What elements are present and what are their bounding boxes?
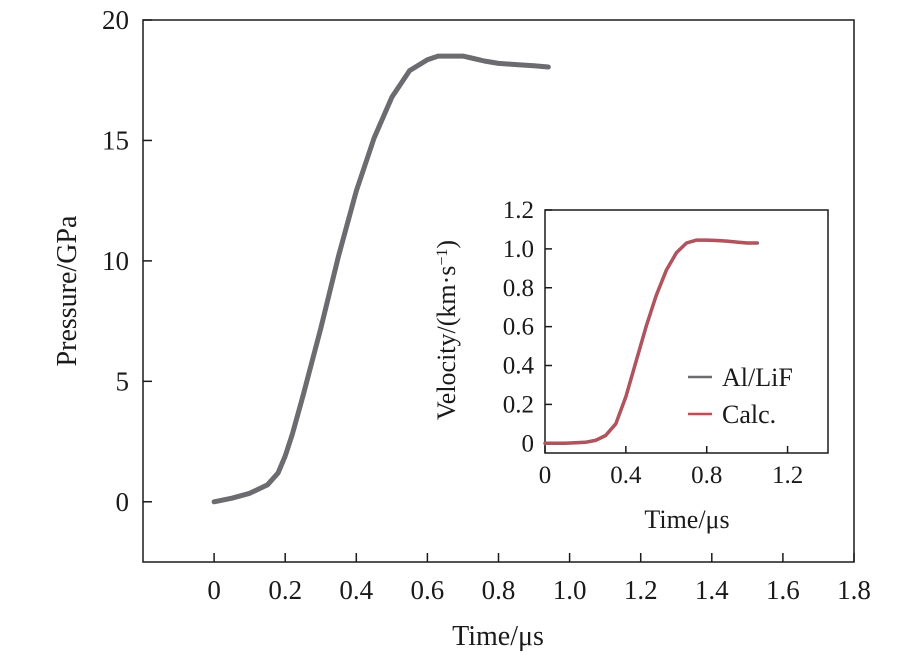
- main-series-pressure: [211, 53, 551, 505]
- main-x-tick-label: 1.0: [553, 575, 587, 605]
- main-x-tick-label: 0: [207, 575, 221, 605]
- main-y-tick-label: 15: [102, 125, 129, 155]
- inset-y-tick-label: 1.2: [503, 197, 534, 224]
- inset-y-axis-label-close: ): [432, 240, 461, 249]
- inset-x-tick-label: 0: [539, 462, 552, 489]
- main-x-tick-label: 0.4: [339, 575, 373, 605]
- inset-y-axis-label-superscript: −1: [434, 249, 451, 266]
- inset-x-axis-label: Time/μs: [644, 505, 729, 534]
- main-y-tick-label: 0: [116, 487, 130, 517]
- main-x-tick-label: 1.2: [624, 575, 658, 605]
- inset-x-tick-label: 0.4: [610, 462, 642, 489]
- main-x-tick-label: 1.8: [837, 575, 871, 605]
- main-ticks: 0 0.2 0.4 0.6 0.8 1.0 1.2 1.4 1.6 1.8 0 5 10 15 20: [102, 5, 871, 605]
- inset-y-tick-label: 0.8: [503, 275, 534, 302]
- legend-label-al-lif: Al/LiF: [722, 363, 793, 392]
- inset-y-axis-label-main: Velocity/(km·s: [432, 266, 461, 421]
- legend-label-calc: Calc.: [722, 400, 776, 429]
- inset-ticks: 0 0.4 0.8 1.2 0 0.2 0.4 0.6 0.8 1.0 1.2: [503, 197, 803, 489]
- main-x-tick-label: 0.6: [411, 575, 445, 605]
- inset-y-tick-label: 0.4: [503, 353, 535, 380]
- main-y-tick-label: 5: [116, 366, 130, 396]
- main-y-tick-label: 10: [102, 246, 129, 276]
- inset-y-tick-label: 1.0: [503, 236, 534, 263]
- main-y-axis-label: Pressure/GPa: [52, 215, 83, 366]
- inset-y-tick-label: 0.2: [503, 391, 534, 418]
- main-x-tick-label: 0.2: [268, 575, 302, 605]
- inset-y-tick-label: 0.6: [503, 314, 534, 341]
- inset-plot-frame: [544, 209, 829, 454]
- main-x-tick-label: 0.8: [482, 575, 516, 605]
- inset-y-axis-label: Velocity/(km·s−1): [432, 240, 461, 420]
- inset-y-tick-label: 0: [522, 430, 535, 457]
- main-x-tick-label: 1.6: [766, 575, 800, 605]
- main-series: [211, 53, 551, 505]
- main-x-tick-label: 1.4: [695, 575, 729, 605]
- main-y-tick-label: 20: [102, 5, 129, 35]
- inset-series: [543, 238, 760, 446]
- inset-x-tick-label: 0.8: [691, 462, 722, 489]
- legend: Al/LiF Calc.: [688, 363, 793, 429]
- inset-x-tick-label: 1.2: [772, 462, 803, 489]
- inset-series-calc: [543, 239, 759, 445]
- main-x-axis-label: Time/μs: [452, 621, 544, 652]
